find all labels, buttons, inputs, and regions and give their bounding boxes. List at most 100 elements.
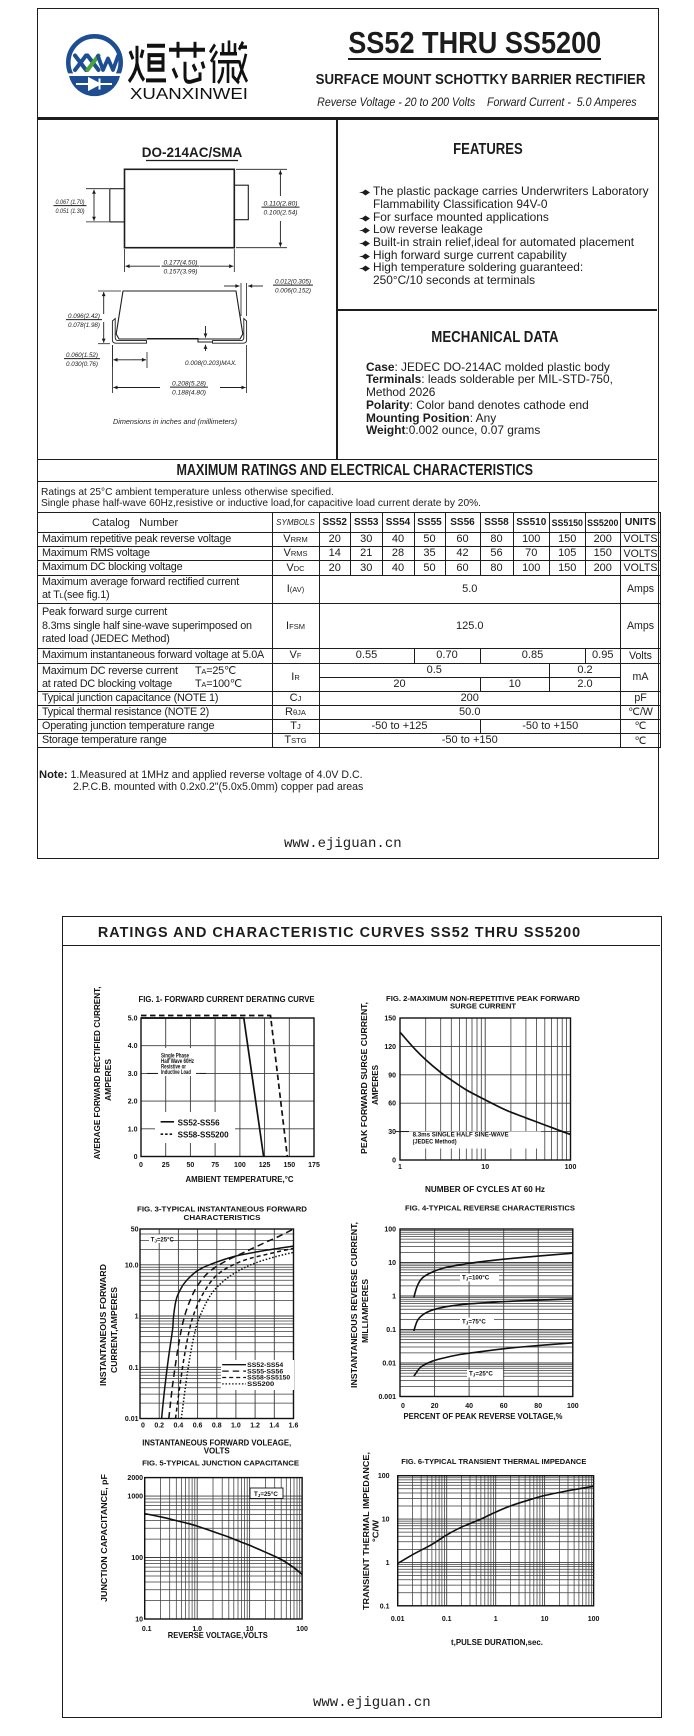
svg-text:°C/W: °C/W [371, 1519, 381, 1542]
svg-text:SS58-SS5150: SS58-SS5150 [247, 1375, 290, 1382]
svg-text:DO-214AC/SMA: DO-214AC/SMA [142, 145, 243, 160]
svg-text:TJ=75°C: TJ=75°C [462, 1319, 486, 1326]
svg-text:1: 1 [386, 1560, 390, 1567]
svg-text:Inductive Load: Inductive Load [161, 1070, 191, 1076]
svg-text:100: 100 [565, 1164, 577, 1171]
svg-text:100: 100 [567, 1403, 579, 1410]
svg-text:Single Phase: Single Phase [161, 1053, 189, 1059]
svg-text:100: 100 [588, 1616, 600, 1623]
svg-text:1: 1 [135, 1314, 139, 1321]
svg-text:25: 25 [162, 1162, 170, 1169]
svg-text:FIG. 4-TYPICAL REVERSE CHARACT: FIG. 4-TYPICAL REVERSE CHARACTERISTICS [405, 1204, 575, 1213]
svg-text:Half Wave 60Hz: Half Wave 60Hz [161, 1059, 194, 1065]
svg-text:XUANXINWEI: XUANXINWEI [130, 86, 248, 103]
svg-text:FIG. 5-TYPICAL JUNCTION CAPACI: FIG. 5-TYPICAL JUNCTION CAPACITANCE [142, 1458, 299, 1467]
svg-text:0: 0 [141, 1423, 145, 1430]
svg-text:10.0: 10.0 [125, 1262, 139, 1269]
svg-text:10: 10 [388, 1260, 396, 1267]
svg-text:5.0: 5.0 [128, 1016, 138, 1023]
svg-text:0.1: 0.1 [386, 1327, 396, 1334]
svg-text:0.051 (1.30): 0.051 (1.30) [56, 208, 85, 215]
svg-text:1.0: 1.0 [128, 1126, 138, 1133]
svg-text:t,PULSE DURATION,sec.: t,PULSE DURATION,sec. [451, 1638, 543, 1647]
svg-text:20: 20 [431, 1403, 439, 1410]
svg-text:0.008(0.203)MAX.: 0.008(0.203)MAX. [185, 360, 237, 367]
svg-text:0.067 (1.70): 0.067 (1.70) [56, 199, 85, 206]
svg-text:150: 150 [384, 1016, 396, 1023]
svg-text:0.006(0.152): 0.006(0.152) [275, 287, 311, 294]
svg-text:120: 120 [384, 1044, 396, 1051]
svg-text:AMBIENT TEMPERATURE,°C: AMBIENT TEMPERATURE,°C [186, 1174, 294, 1184]
svg-text:10: 10 [481, 1164, 489, 1171]
svg-text:0.208(5.28): 0.208(5.28) [172, 380, 206, 387]
svg-text:0.188(4.80): 0.188(4.80) [172, 389, 206, 396]
svg-text:1.0: 1.0 [192, 1626, 202, 1633]
svg-text:0.6: 0.6 [193, 1423, 203, 1430]
svg-text:40: 40 [465, 1403, 473, 1410]
svg-text:175: 175 [308, 1162, 320, 1169]
svg-text:1: 1 [398, 1164, 402, 1171]
svg-text:1.6: 1.6 [289, 1423, 299, 1430]
svg-text:2.0: 2.0 [128, 1099, 138, 1106]
svg-text:100: 100 [234, 1162, 246, 1169]
svg-text:PEAK FORWARD SURGE CURRENT,: PEAK FORWARD SURGE CURRENT, [359, 1002, 369, 1154]
svg-text:TJ=25°C: TJ=25°C [254, 1491, 278, 1498]
svg-text:0.096(2.42): 0.096(2.42) [68, 313, 100, 320]
svg-text:0.100(2.54): 0.100(2.54) [264, 209, 298, 216]
svg-text:50: 50 [131, 1227, 139, 1234]
svg-text:0: 0 [401, 1403, 405, 1410]
svg-text:MILLIAMPERES: MILLIAMPERES [360, 1279, 370, 1343]
svg-text:0.1: 0.1 [129, 1365, 139, 1372]
svg-text:0.177(4.50): 0.177(4.50) [164, 259, 198, 266]
svg-text:(JEDEC Method): (JEDEC Method) [413, 1139, 457, 1146]
svg-text:10: 10 [246, 1626, 254, 1633]
svg-text:0.078(1.98): 0.078(1.98) [68, 322, 100, 329]
svg-text:SS58-SS5200: SS58-SS5200 [178, 1131, 230, 1140]
svg-text:0.1: 0.1 [442, 1616, 452, 1623]
svg-text:0.8: 0.8 [212, 1423, 222, 1430]
svg-text:Resistive or: Resistive or [161, 1064, 186, 1070]
svg-text:FIG. 2-MAXIMUM NON-REPETITIVE: FIG. 2-MAXIMUM NON-REPETITIVE PEAK FORWA… [386, 994, 581, 1003]
svg-text:CURRENT,AMPERES: CURRENT,AMPERES [109, 1287, 119, 1373]
svg-text:75: 75 [211, 1162, 219, 1169]
svg-text:FIG. 6-TYPICAL TRANSIENT THERM: FIG. 6-TYPICAL TRANSIENT THERMAL IMPEDAN… [401, 1457, 586, 1466]
svg-text:0.01: 0.01 [382, 1361, 396, 1368]
svg-text:0.2: 0.2 [154, 1423, 164, 1430]
svg-text:60: 60 [500, 1403, 508, 1410]
svg-text:1: 1 [392, 1294, 396, 1301]
svg-text:REVERSE VOLTAGE,VOLTS: REVERSE VOLTAGE,VOLTS [168, 1630, 268, 1640]
svg-text:0: 0 [134, 1154, 138, 1161]
svg-text:125: 125 [259, 1162, 271, 1169]
svg-text:1.0: 1.0 [231, 1423, 241, 1430]
svg-text:VOLTS: VOLTS [204, 1446, 230, 1456]
svg-text:FIG. 1- FORWARD CURRENT DERATI: FIG. 1- FORWARD CURRENT DERATING CURVE [139, 994, 315, 1004]
svg-text:0.001: 0.001 [378, 1394, 396, 1401]
svg-text:SURGE CURRENT: SURGE CURRENT [450, 1002, 516, 1011]
svg-text:30: 30 [388, 1129, 396, 1136]
svg-text:100: 100 [378, 1473, 390, 1480]
svg-text:TJ=25°C: TJ=25°C [469, 1371, 493, 1378]
svg-text:0: 0 [392, 1158, 396, 1165]
svg-text:0.157(3.99): 0.157(3.99) [164, 268, 198, 275]
svg-text:90: 90 [388, 1072, 396, 1079]
svg-text:SS52-SS56: SS52-SS56 [178, 1118, 221, 1127]
svg-text:TJ=100°C: TJ=100°C [462, 1275, 490, 1282]
svg-text:8.3ms SINGLE HALF SINE-WAVE: 8.3ms SINGLE HALF SINE-WAVE [413, 1132, 509, 1139]
svg-text:TRANSIENT THERMAL IMPEDANCE,: TRANSIENT THERMAL IMPEDANCE, [361, 1452, 371, 1610]
svg-text:INSTANTANEOUS FORWARD VOLEAGE,: INSTANTANEOUS FORWARD VOLEAGE, [142, 1437, 291, 1447]
svg-text:0.01: 0.01 [125, 1416, 139, 1423]
svg-text:2000: 2000 [127, 1475, 143, 1482]
svg-text:10: 10 [541, 1616, 549, 1623]
svg-text:0.110(2.80): 0.110(2.80) [264, 200, 298, 207]
svg-text:3.0: 3.0 [128, 1071, 138, 1078]
svg-text:INSTANTANEOUS FORWARD: INSTANTANEOUS FORWARD [98, 1264, 108, 1386]
svg-text:4.0: 4.0 [128, 1043, 138, 1050]
svg-text:0.1: 0.1 [380, 1603, 390, 1610]
svg-text:AMPERES: AMPERES [103, 1059, 113, 1101]
svg-text:TJ=25°C: TJ=25°C [151, 1238, 175, 1244]
svg-text:10: 10 [382, 1517, 390, 1524]
svg-text:10: 10 [135, 1617, 143, 1624]
svg-text:80: 80 [534, 1403, 542, 1410]
svg-text:NUMBER OF CYCLES AT 60 Hz: NUMBER OF CYCLES AT 60 Hz [425, 1185, 545, 1194]
svg-text:1.2: 1.2 [250, 1423, 260, 1430]
